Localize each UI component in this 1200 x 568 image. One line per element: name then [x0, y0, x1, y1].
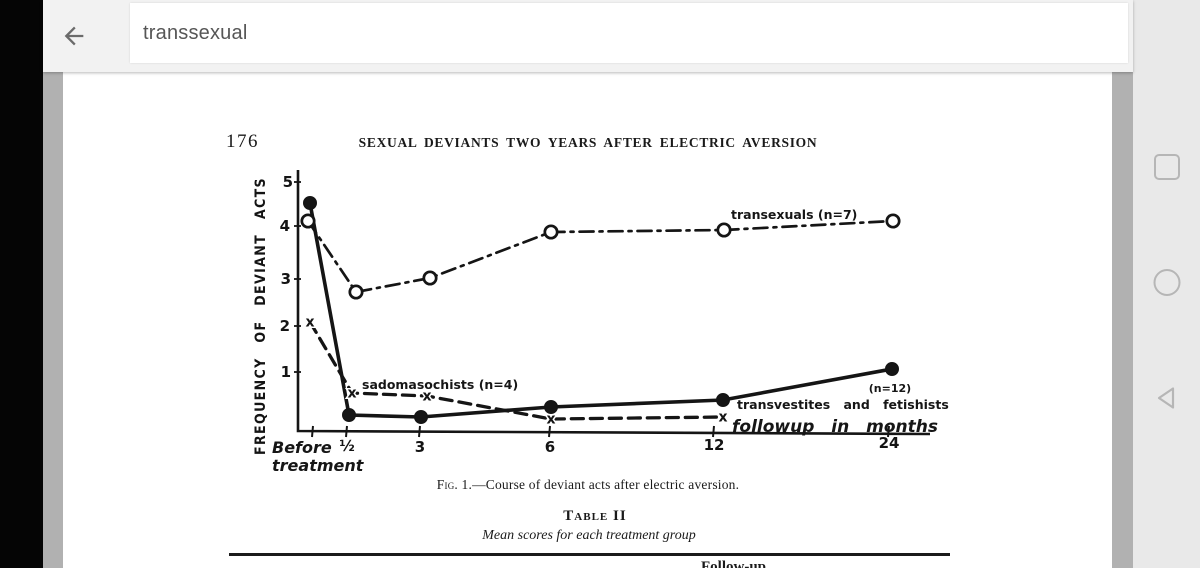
arrow-left-icon — [64, 26, 84, 46]
figure-1-chart: 5 4 3 2 1 ½ 3 6 12 24 FREQUENCY OF DEVIANT ACTS x x x… — [253, 170, 949, 475]
y-tick-label: 2 — [280, 317, 290, 335]
y-tick-label: 1 — [281, 363, 291, 381]
marker-open-circle-transexuals — [543, 224, 559, 240]
search-input[interactable]: transsexual — [130, 3, 1128, 63]
table-subtitle: Mean scores for each treatment group — [482, 528, 696, 543]
x-tick-mark — [418, 425, 421, 438]
marker-filled-circle-transvestites-fetishists — [544, 400, 558, 414]
marker-open-circle-transexuals — [348, 284, 364, 300]
back-triangle-icon[interactable] — [1155, 386, 1179, 410]
marker-open-circle-transexuals — [300, 213, 316, 229]
marker-x-sadomasochists: x — [422, 389, 431, 405]
marker-x-sadomasochists: x — [718, 410, 727, 426]
chart-annotation: transvestites and fetishists — [737, 397, 949, 412]
chart-annotation: sadomasochists (n=4) — [362, 377, 518, 392]
chart-annotation: transexuals (n=7) — [731, 207, 857, 222]
home-circle-icon[interactable] — [1153, 269, 1180, 296]
figure-caption: Fig. 1.—Course of deviant acts after ele… — [437, 477, 739, 493]
page-number: 176 — [226, 131, 259, 152]
table-partial-header: Follow-up — [701, 559, 767, 568]
marker-open-circle-transexuals — [885, 213, 901, 229]
x-tick-mark — [887, 425, 890, 438]
y-tick-label: 5 — [283, 173, 293, 191]
series-line-sadomasochists — [308, 320, 725, 421]
series-line-transexuals — [306, 219, 895, 294]
document-viewer[interactable]: 176 SEXUAL DEVIANTS TWO YEARS AFTER ELEC… — [43, 72, 1133, 568]
marker-x-sadomasochists: x — [305, 315, 314, 331]
android-nav-bar — [1133, 0, 1200, 568]
marker-filled-circle-transvestites-fetishists — [342, 408, 356, 422]
x-tick-label: 12 — [704, 436, 725, 454]
chart-annotation: Before — [272, 438, 332, 457]
marker-x-sadomasochists: x — [347, 386, 356, 402]
running-title: SEXUAL DEVIANTS TWO YEARS AFTER ELECTRIC… — [358, 135, 818, 150]
back-button[interactable] — [60, 22, 88, 50]
marker-filled-circle-transvestites-fetishists — [303, 196, 317, 210]
table-title: Table II — [563, 508, 627, 524]
figure-caption-rest: —Course of deviant acts after electric a… — [472, 477, 740, 492]
marker-filled-circle-transvestites-fetishists — [885, 362, 899, 376]
x-tick-mark — [548, 425, 551, 438]
chart-annotation: treatment — [272, 456, 365, 475]
y-tick-label: 4 — [280, 217, 290, 235]
figure-caption-prefix: Fig. 1. — [436, 477, 473, 492]
marker-filled-circle-transvestites-fetishists — [414, 410, 428, 424]
marker-open-circle-transexuals — [422, 270, 438, 286]
chart-annotation: (n=12) — [869, 382, 911, 395]
x-tick-mark — [311, 425, 314, 438]
axes — [296, 170, 931, 436]
y-tick-label: 3 — [281, 270, 291, 288]
chart-annotation: followup in months — [732, 417, 938, 437]
marker-filled-circle-transvestites-fetishists — [716, 393, 730, 407]
y-axis-label: FREQUENCY OF DEVIANT ACTS — [253, 177, 269, 455]
search-query-text: transsexual — [143, 22, 248, 44]
series-line-transvestites-fetishists — [308, 201, 894, 419]
search-topbar: transsexual — [43, 0, 1133, 72]
screen-edge-black-strip — [0, 0, 43, 568]
x-tick-label: ½ — [339, 437, 355, 455]
x-tick-label: 24 — [879, 434, 900, 452]
marker-open-circle-transexuals — [716, 222, 732, 238]
x-tick-label: 6 — [545, 438, 555, 456]
x-tick-mark — [345, 425, 348, 438]
x-tick-mark — [712, 425, 715, 438]
marker-x-sadomasochists: x — [546, 412, 555, 428]
x-tick-label: 3 — [415, 438, 425, 456]
table-top-rule — [229, 553, 950, 556]
scanned-page: 176 SEXUAL DEVIANTS TWO YEARS AFTER ELEC… — [63, 72, 1112, 568]
recents-square-icon[interactable] — [1153, 154, 1180, 180]
